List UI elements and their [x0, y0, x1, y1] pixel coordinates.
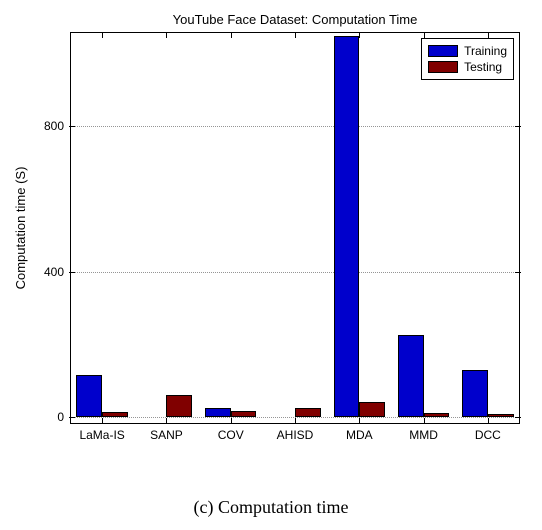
legend-label: Training [464, 43, 507, 59]
xtick-mark [488, 418, 489, 424]
legend-label: Testing [464, 59, 502, 75]
legend-item: Testing [428, 59, 507, 75]
bar-testing [231, 411, 257, 417]
bar-testing [295, 408, 321, 417]
ytick-label: 400 [44, 265, 70, 279]
xtick-label: AHISD [277, 424, 314, 442]
chart-title: YouTube Face Dataset: Computation Time [173, 12, 418, 27]
ytick-mark [515, 417, 521, 418]
legend-item: Training [428, 43, 507, 59]
xtick-mark [166, 32, 167, 38]
xtick-mark [359, 32, 360, 38]
xtick-mark [359, 418, 360, 424]
xtick-mark [102, 418, 103, 424]
bar-training [462, 370, 488, 417]
xtick-label: LaMa-IS [79, 424, 124, 442]
ytick-label: 800 [44, 119, 70, 133]
xtick-label: MDA [346, 424, 373, 442]
bar-testing [166, 395, 192, 417]
xtick-label: DCC [475, 424, 501, 442]
xtick-mark [102, 32, 103, 38]
plot-area: 0400800LaMa-ISSANPCOVAHISDMDAMMDDCC [70, 32, 520, 424]
xtick-mark [231, 32, 232, 38]
xtick-label: COV [218, 424, 244, 442]
plot-border [70, 32, 520, 424]
xtick-mark [295, 418, 296, 424]
bar-testing [102, 412, 128, 416]
y-axis-label: Computation time (S) [13, 167, 28, 290]
bar-training [398, 335, 424, 417]
xtick-mark [231, 418, 232, 424]
bar-training [205, 408, 231, 416]
xtick-label: SANP [150, 424, 183, 442]
bar-training [334, 36, 360, 417]
gridline [70, 272, 520, 273]
xtick-mark [295, 32, 296, 38]
legend-swatch [428, 45, 458, 57]
figure-caption: (c) Computation time [194, 497, 349, 518]
figure-container: 0400800LaMa-ISSANPCOVAHISDMDAMMDDCC Comp… [0, 0, 542, 530]
bar-training [76, 375, 102, 417]
gridline [70, 126, 520, 127]
bar-testing [488, 414, 514, 417]
ytick-mark [515, 126, 521, 127]
xtick-mark [424, 418, 425, 424]
xtick-label: MMD [409, 424, 438, 442]
ytick-label: 0 [57, 410, 70, 424]
legend: TrainingTesting [421, 38, 514, 80]
bar-testing [359, 402, 385, 417]
ytick-mark [515, 272, 521, 273]
bar-testing [424, 413, 450, 417]
legend-swatch [428, 61, 458, 73]
xtick-mark [166, 418, 167, 424]
